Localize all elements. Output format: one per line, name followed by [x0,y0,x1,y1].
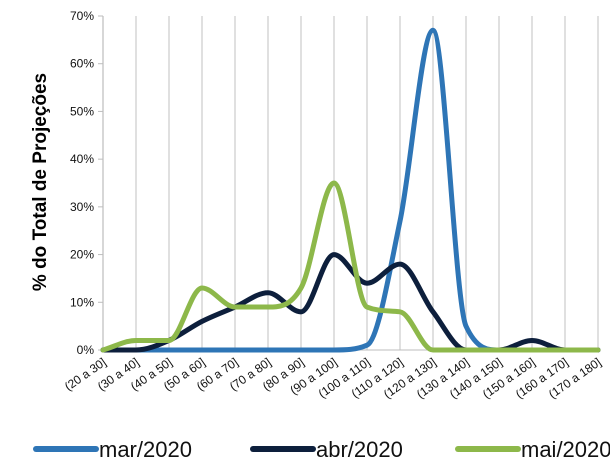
y-tick-label: 40% [70,152,94,166]
y-axis-label: % do Total de Projeções [30,73,51,291]
legend: mar/2020 abr/2020 mai/2020 [33,437,610,461]
legend-label-mai-2020: mai/2020 [521,437,610,461]
y-tick-label: 60% [70,57,94,71]
series-line-abr-2020 [100,252,601,353]
y-tick-label: 70% [70,9,94,23]
y-tick-labels: 0% 10% 20% 30% 40% 50% 60% 70% [70,9,94,357]
legend-label-abr-2020: abr/2020 [316,437,403,461]
y-tick-label: 20% [70,248,94,262]
series-line-mar-2020 [100,27,601,353]
series-line-mai-2020 [100,180,601,353]
legend-label-mar-2020: mar/2020 [99,437,192,461]
y-tick-label: 10% [70,295,94,309]
x-tick-labels: (20 a 30](30 a 40](40 a 50](50 a 60](60 … [62,355,604,401]
y-tick-label: 30% [70,200,94,214]
series-layer [100,27,601,353]
y-tick-label: 0% [77,343,95,357]
grid-layer [102,16,599,350]
axis-layer [98,15,598,351]
y-tick-label: 50% [70,104,94,118]
